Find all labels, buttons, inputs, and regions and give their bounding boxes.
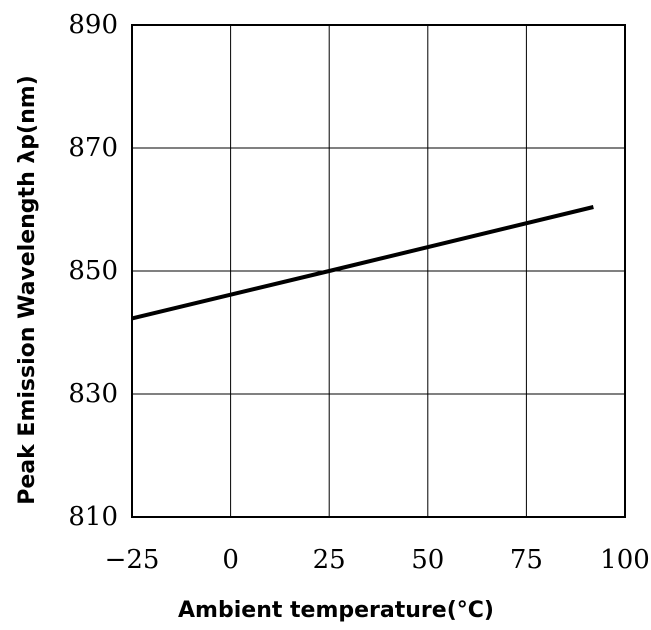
x-tick-label: 0 — [222, 545, 239, 575]
grid — [132, 25, 625, 517]
x-tick-label: −25 — [105, 545, 160, 575]
y-axis-title: Peak Emission Wavelength λp(nm) — [15, 75, 40, 505]
x-tick-label: 25 — [313, 545, 346, 575]
x-axis-title: Ambient temperature(°C) — [178, 598, 494, 623]
y-tick-labels: 810 830 850 870 890 — [68, 10, 118, 532]
plot-frame — [131, 24, 626, 518]
x-tick-label: 75 — [510, 545, 543, 575]
series-line — [131, 205, 594, 321]
x-tick-label: 100 — [600, 545, 650, 575]
y-tick-label: 830 — [68, 379, 118, 409]
y-tick-label: 890 — [68, 10, 118, 40]
series-layer — [131, 205, 594, 321]
x-tick-label: 50 — [411, 545, 444, 575]
x-tick-labels: −25 0 25 50 75 100 — [105, 545, 650, 575]
y-tick-label: 810 — [68, 502, 118, 532]
y-tick-label: 870 — [68, 133, 118, 163]
y-tick-label: 850 — [68, 256, 118, 286]
